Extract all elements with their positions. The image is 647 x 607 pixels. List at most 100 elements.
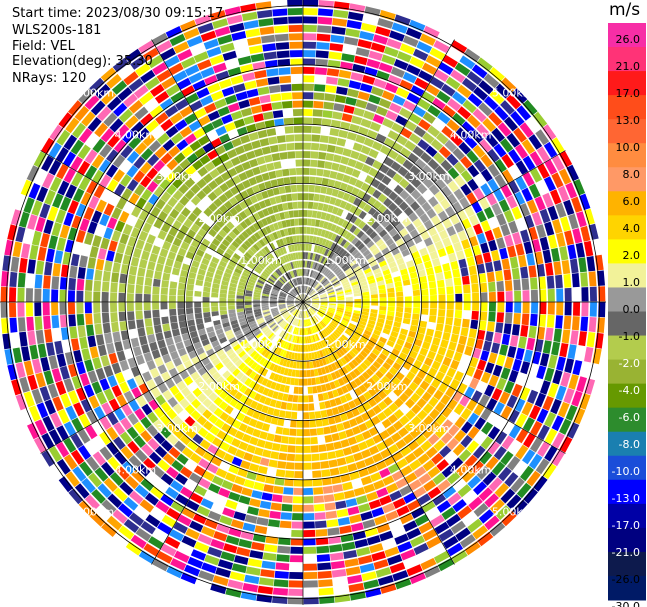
range-gate bbox=[407, 440, 420, 452]
range-gate bbox=[331, 277, 338, 284]
range-gate bbox=[303, 16, 318, 24]
range-gate bbox=[231, 483, 243, 494]
range-gate bbox=[197, 268, 206, 276]
range-gate bbox=[264, 329, 271, 336]
range-gate bbox=[280, 309, 288, 314]
colorbar-tick-label: 13.0 bbox=[616, 114, 641, 127]
range-gate bbox=[295, 227, 300, 234]
range-gate bbox=[239, 320, 248, 326]
range-gate bbox=[519, 386, 531, 401]
range-gate bbox=[458, 335, 468, 346]
range-gate bbox=[99, 174, 112, 188]
range-gate bbox=[230, 75, 244, 85]
range-gate bbox=[312, 304, 319, 307]
range-gate bbox=[184, 113, 197, 125]
range-gate bbox=[571, 273, 580, 288]
range-gate bbox=[402, 279, 411, 286]
range-gate bbox=[348, 322, 357, 329]
range-gate bbox=[412, 105, 426, 118]
range-gate bbox=[136, 127, 150, 141]
range-gate bbox=[58, 476, 74, 493]
range-gate bbox=[303, 159, 311, 167]
range-gate bbox=[334, 198, 342, 207]
range-gate bbox=[304, 300, 311, 302]
range-gate bbox=[366, 58, 381, 69]
range-gate bbox=[187, 212, 198, 223]
range-gate bbox=[311, 280, 316, 287]
range-gate bbox=[317, 228, 323, 236]
range-gate bbox=[261, 248, 268, 256]
range-gate bbox=[208, 483, 221, 494]
range-gate bbox=[342, 174, 351, 184]
range-gate bbox=[308, 289, 314, 295]
range-gate bbox=[274, 195, 282, 204]
range-gate bbox=[369, 364, 378, 373]
range-gate bbox=[544, 428, 558, 445]
range-gate bbox=[287, 445, 296, 453]
range-gate bbox=[282, 287, 289, 293]
range-gate bbox=[368, 319, 376, 326]
range-gate bbox=[328, 136, 338, 145]
range-gate bbox=[395, 115, 408, 126]
range-gate bbox=[258, 577, 274, 586]
range-gate bbox=[97, 248, 107, 260]
range-gate bbox=[501, 420, 514, 435]
range-gate bbox=[11, 379, 22, 396]
range-gate bbox=[275, 400, 282, 409]
range-gate bbox=[231, 456, 243, 467]
range-gate bbox=[288, 271, 293, 279]
range-gate bbox=[528, 134, 543, 150]
range-gate bbox=[289, 307, 296, 312]
range-gate bbox=[272, 110, 284, 119]
range-gate bbox=[303, 294, 306, 301]
range-gate bbox=[266, 433, 275, 442]
range-gate bbox=[468, 328, 477, 339]
range-gate bbox=[308, 184, 315, 193]
range-gate bbox=[48, 429, 62, 445]
range-gate bbox=[408, 19, 426, 32]
range-gate bbox=[186, 283, 194, 291]
range-gate bbox=[223, 453, 235, 463]
range-gate bbox=[290, 343, 294, 351]
range-gate bbox=[179, 370, 190, 380]
range-gate bbox=[392, 271, 400, 278]
range-gate bbox=[423, 25, 440, 39]
range-gate bbox=[335, 340, 342, 348]
range-gate bbox=[398, 263, 407, 271]
range-gate bbox=[228, 491, 241, 502]
range-gate bbox=[340, 156, 350, 165]
range-gate bbox=[206, 247, 215, 256]
range-gate bbox=[303, 294, 305, 301]
range-gate bbox=[319, 194, 326, 203]
range-gate bbox=[398, 352, 408, 361]
range-gate bbox=[55, 147, 69, 163]
range-gate bbox=[332, 577, 348, 586]
range-gate bbox=[387, 554, 403, 566]
range-gate bbox=[261, 423, 271, 432]
range-gate bbox=[421, 308, 429, 315]
range-gate bbox=[384, 455, 396, 467]
range-gate bbox=[277, 418, 285, 427]
range-gate bbox=[225, 268, 233, 275]
range-gate bbox=[487, 411, 500, 425]
range-gate bbox=[341, 53, 355, 63]
range-gate bbox=[335, 312, 343, 317]
range-gate bbox=[265, 379, 273, 388]
range-gate bbox=[364, 329, 372, 336]
range-gate bbox=[559, 436, 573, 453]
range-gate bbox=[338, 431, 347, 440]
range-gate bbox=[243, 207, 252, 217]
range-gate bbox=[274, 477, 285, 486]
range-gate bbox=[458, 449, 472, 462]
range-gate bbox=[275, 282, 282, 288]
range-gate bbox=[322, 485, 334, 494]
range-gate bbox=[486, 321, 495, 332]
range-gate bbox=[271, 308, 278, 313]
range-gate bbox=[371, 415, 381, 426]
range-gate bbox=[424, 374, 434, 384]
range-gate bbox=[523, 241, 533, 255]
range-gate bbox=[206, 130, 219, 141]
range-gate bbox=[438, 210, 449, 222]
range-gate bbox=[379, 297, 387, 302]
range-gate bbox=[272, 408, 280, 417]
